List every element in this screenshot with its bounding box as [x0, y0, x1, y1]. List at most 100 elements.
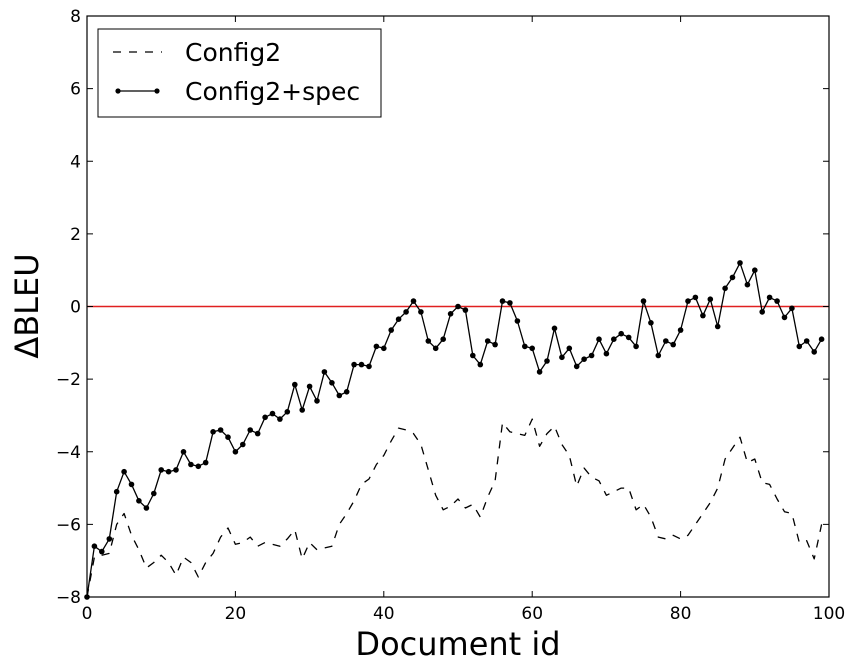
x-tick-label: 0 — [82, 604, 93, 624]
data-point — [344, 389, 350, 395]
data-point — [92, 543, 98, 549]
data-point — [396, 316, 402, 322]
data-point — [225, 434, 231, 440]
data-point — [463, 307, 469, 313]
data-point — [440, 336, 446, 342]
data-point — [262, 415, 268, 421]
data-point — [559, 355, 565, 361]
y-tick-label: −6 — [56, 515, 81, 535]
y-tick-label: −4 — [56, 443, 81, 463]
data-point — [403, 309, 409, 315]
data-point — [708, 296, 714, 302]
data-point — [804, 338, 810, 344]
x-tick-label: 100 — [813, 604, 845, 624]
y-tick-label: 6 — [70, 80, 81, 100]
data-point — [151, 491, 157, 497]
data-point — [270, 411, 276, 417]
x-tick-label: 60 — [521, 604, 543, 624]
data-point — [722, 286, 728, 292]
data-point — [455, 304, 461, 310]
data-point — [388, 327, 394, 333]
data-point — [292, 382, 298, 388]
y-tick-label: 4 — [70, 152, 81, 172]
data-point — [433, 346, 439, 352]
data-point — [114, 489, 120, 495]
data-point — [478, 362, 484, 368]
y-axis-title: ΔBLEU — [8, 253, 46, 358]
x-axis-title: Document id — [355, 625, 560, 661]
data-point — [685, 298, 691, 304]
y-tick-label: 2 — [70, 225, 81, 245]
legend-marker-right — [154, 88, 159, 93]
data-point — [314, 398, 320, 404]
data-point — [693, 295, 699, 301]
data-point — [641, 298, 647, 304]
legend-marker-left — [115, 88, 120, 93]
data-point — [337, 393, 343, 399]
y-tick-label: −2 — [56, 370, 81, 390]
data-point — [448, 311, 454, 317]
data-point — [648, 320, 654, 326]
data-point — [737, 260, 743, 266]
data-point — [797, 344, 803, 350]
data-point — [218, 427, 224, 433]
data-point — [589, 353, 595, 359]
data-point — [99, 549, 105, 555]
data-point — [173, 467, 179, 473]
data-point — [247, 427, 253, 433]
data-point — [656, 353, 662, 359]
data-point — [418, 309, 424, 315]
data-point — [485, 338, 491, 344]
data-point — [678, 327, 684, 333]
y-tick-label: 8 — [70, 7, 81, 27]
legend: Config2 Config2+spec — [98, 29, 381, 117]
data-point — [782, 315, 788, 321]
data-point — [144, 505, 150, 511]
x-tick-label: 40 — [373, 604, 395, 624]
x-tick-label: 20 — [225, 604, 247, 624]
data-point — [329, 380, 335, 386]
data-point — [188, 462, 194, 468]
data-point — [307, 384, 313, 390]
data-point — [670, 342, 676, 348]
data-point — [136, 498, 142, 504]
data-point — [203, 460, 209, 466]
data-point — [277, 416, 283, 422]
data-point — [574, 364, 580, 370]
data-point — [544, 358, 550, 364]
data-point — [552, 326, 558, 332]
data-point — [596, 336, 602, 342]
data-point — [359, 362, 365, 368]
y-tick-label: 0 — [70, 298, 81, 318]
data-point — [299, 407, 305, 413]
data-point — [604, 351, 610, 357]
data-point — [752, 267, 758, 273]
data-point — [537, 369, 543, 375]
data-point — [158, 467, 164, 473]
y-tick-label: −8 — [56, 588, 81, 608]
data-point — [500, 298, 506, 304]
data-point — [255, 431, 261, 437]
data-point — [611, 336, 617, 342]
data-point — [819, 336, 825, 342]
data-point — [351, 362, 357, 368]
data-point — [181, 449, 187, 455]
data-point — [730, 275, 736, 281]
data-point — [196, 464, 202, 470]
data-point — [492, 342, 498, 348]
data-point — [470, 353, 476, 359]
data-point — [166, 469, 172, 475]
data-point — [411, 298, 417, 304]
data-point — [567, 346, 573, 352]
data-point — [374, 344, 380, 350]
data-point — [811, 349, 817, 355]
data-point — [381, 346, 387, 352]
data-point — [507, 300, 513, 306]
data-point — [663, 338, 669, 344]
data-point — [522, 344, 528, 350]
data-point — [366, 364, 372, 370]
data-point — [626, 335, 632, 341]
data-point — [210, 429, 216, 435]
data-point — [767, 295, 773, 301]
